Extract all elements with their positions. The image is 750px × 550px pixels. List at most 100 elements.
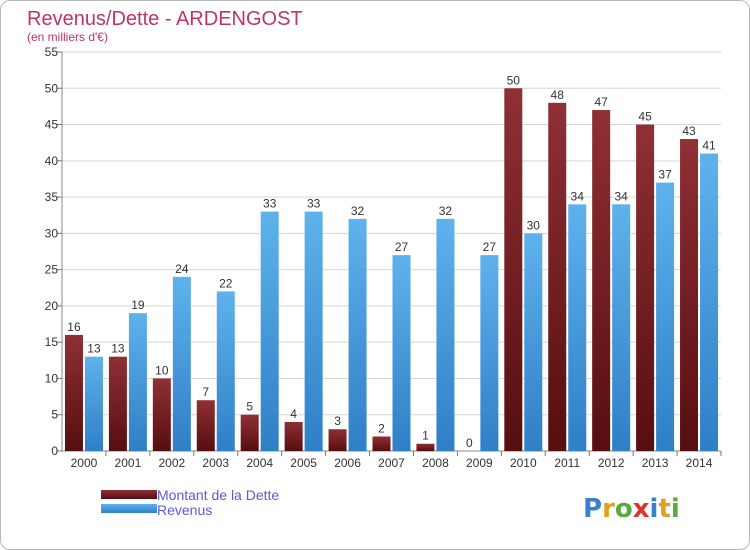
x-tick-label: 2001 [115,456,142,470]
y-tick-label: 5 [51,408,58,422]
data-label-debt: 3 [334,414,341,428]
legend: Montant de la Dette Revenus [101,487,279,518]
bar-debt [240,414,259,451]
logo-letter: t [658,494,670,524]
bar-revenus [128,313,147,451]
y-tick-label: 35 [45,190,59,204]
x-tick-label: 2007 [378,456,405,470]
data-label-debt: 50 [507,73,521,87]
chart-subtitle: (en milliers d'€) [27,30,108,44]
logo-letter: r [602,494,615,524]
proxiti-logo: Proxiti [583,494,680,524]
chart-title: Revenus/Dette - ARDENGOST [27,8,303,30]
x-tick-label: 2013 [642,456,669,470]
data-label-debt: 43 [682,124,696,138]
data-label-debt: 47 [594,95,608,109]
x-tick-label: 2011 [554,456,580,470]
data-label-revenus: 27 [483,240,497,254]
bar-revenus [436,218,455,451]
y-tick-label: 45 [45,118,59,132]
bar-debt [548,102,567,452]
bar-debt [284,421,303,451]
bar-revenus [480,255,499,451]
y-tick-label: 20 [45,299,59,313]
x-tick-labels: 2000 2001 2002 2003 2004 2005 2006 2007 2008 2009… [71,456,713,470]
data-label-revenus: 19 [131,298,145,312]
bar-revenus [392,255,411,451]
data-label-revenus: 34 [614,189,628,203]
bar-debt [504,88,523,451]
x-tick-label: 2014 [686,456,713,470]
x-tick-label: 2008 [422,456,449,470]
logo-letter: x [633,494,650,524]
x-tick-label: 2005 [290,456,317,470]
axes [61,52,722,456]
data-label-debt: 5 [246,400,253,414]
data-label-debt: 48 [551,88,565,102]
y-tick-label: 55 [45,45,59,59]
bars [64,88,719,452]
data-label-debt: 16 [67,320,81,334]
bar-revenus [656,182,675,451]
bar-revenus [700,153,719,451]
y-tick-label: 0 [51,444,58,458]
data-label-debt: 0 [466,436,473,450]
bar-debt [372,436,391,451]
data-label-revenus: 24 [175,262,189,276]
data-label-debt: 7 [202,385,209,399]
data-label-revenus: 34 [571,189,585,203]
bar-debt [328,429,347,451]
grid-lines [57,51,721,452]
y-tick-label: 10 [45,371,59,385]
bar-revenus [568,204,587,451]
y-tick-label: 25 [45,263,59,277]
bar-debt [592,110,611,451]
legend-swatch-revenus [101,504,157,513]
data-label-debt: 10 [155,363,169,377]
x-tick-label: 2012 [598,456,625,470]
bar-debt [196,400,215,451]
bar-debt [108,356,127,451]
x-tick-label: 2004 [246,456,273,470]
data-label-debt: 13 [111,342,125,356]
bar-debt [680,139,699,451]
bar-revenus [524,233,543,451]
legend-item-revenus: Revenus [101,502,212,518]
bar-debt [636,124,655,451]
x-tick-label: 2010 [510,456,537,470]
bar-revenus [348,218,367,451]
y-tick-labels: 0 5 10 15 20 25 30 35 40 45 50 55 [45,45,59,458]
y-tick-label: 15 [45,335,59,349]
legend-label-revenus: Revenus [157,502,212,518]
y-tick-label: 30 [45,226,59,240]
x-tick-label: 2006 [334,456,361,470]
x-tick-label: 2003 [202,456,229,470]
legend-label-debt: Montant de la Dette [157,487,279,503]
bar-debt [152,378,171,451]
logo-letter: i [650,494,659,524]
data-label-revenus: 33 [263,197,277,211]
logo-letter: P [583,494,602,524]
bar-revenus [260,211,279,451]
bar-revenus [84,356,103,451]
bar-revenus [304,211,323,451]
logo-letter: o [615,494,633,524]
y-tick-label: 40 [45,154,59,168]
x-tick-label: 2002 [158,456,185,470]
data-label-revenus: 33 [307,197,321,211]
logo-letter: i [671,494,680,524]
bar-revenus [216,291,235,451]
data-label-revenus: 27 [395,240,409,254]
data-label-debt: 4 [290,407,297,421]
data-label-debt: 2 [378,421,385,435]
x-tick-label: 2000 [71,456,98,470]
x-tick-label: 2009 [466,456,493,470]
data-label-revenus: 13 [87,342,101,356]
bar-revenus [612,204,631,451]
data-label-debt: 45 [638,110,652,124]
data-label-revenus: 32 [351,204,365,218]
y-tick-label: 50 [45,81,59,95]
